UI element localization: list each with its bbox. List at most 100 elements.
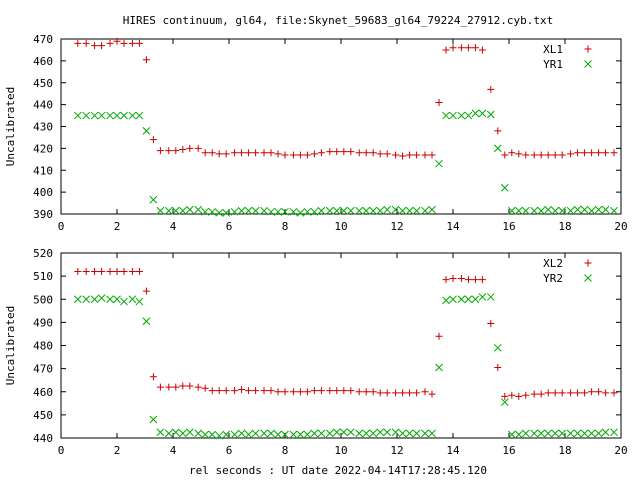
data-point-yr1 xyxy=(478,109,487,118)
data-point-yr1 xyxy=(310,207,319,216)
data-point-xl2 xyxy=(186,382,194,390)
data-point-xl1 xyxy=(567,150,575,158)
data-point-xl1 xyxy=(595,149,603,157)
data-point-yr1 xyxy=(185,205,194,214)
data-point-yr2 xyxy=(566,429,575,438)
data-point-xl2 xyxy=(595,388,603,396)
data-point-xl2 xyxy=(362,388,370,396)
legend-marker-xl2 xyxy=(584,259,592,267)
data-point-xl2 xyxy=(581,389,589,397)
data-point-xl1 xyxy=(267,149,275,157)
data-point-yr2 xyxy=(82,295,91,304)
data-point-yr2 xyxy=(156,428,165,437)
top-x-tick-label: 0 xyxy=(58,220,65,233)
data-point-yr1 xyxy=(362,206,371,215)
data-point-xl1 xyxy=(238,149,246,157)
data-point-yr2 xyxy=(391,428,400,437)
top-y-tick-label: 440 xyxy=(33,99,53,112)
data-point-xl1 xyxy=(310,150,318,158)
data-point-yr1 xyxy=(208,207,217,216)
data-point-xl1 xyxy=(156,147,164,155)
data-point-xl1 xyxy=(74,39,82,47)
data-point-xl1 xyxy=(231,149,239,157)
data-point-xl1 xyxy=(165,147,173,155)
data-point-yr1 xyxy=(442,111,450,120)
data-point-yr1 xyxy=(566,206,575,215)
data-point-yr2 xyxy=(164,429,173,438)
data-point-xl1 xyxy=(289,151,297,159)
data-point-yr2 xyxy=(289,430,298,439)
data-point-yr1 xyxy=(537,206,546,215)
data-point-yr1 xyxy=(507,206,516,215)
data-point-xl1 xyxy=(135,39,143,47)
data-point-yr1 xyxy=(493,144,502,153)
data-point-yr1 xyxy=(296,209,305,217)
data-point-yr1 xyxy=(428,205,436,214)
data-point-yr2 xyxy=(537,429,546,438)
data-point-xl2 xyxy=(544,389,552,397)
data-point-yr2 xyxy=(435,363,443,372)
data-point-yr2 xyxy=(486,293,495,301)
data-point-xl1 xyxy=(260,149,268,157)
data-point-xl2 xyxy=(106,268,114,275)
bottom-x-tick-label: 6 xyxy=(226,444,233,457)
data-point-xl1 xyxy=(602,149,610,157)
top-x-tick-label: 18 xyxy=(558,220,571,233)
data-point-xl1 xyxy=(149,136,157,144)
data-point-yr1 xyxy=(251,206,260,215)
legend-label-xl2: XL2 xyxy=(543,257,563,270)
data-point-yr2 xyxy=(601,428,610,437)
data-point-yr2 xyxy=(135,297,144,306)
data-point-xl2 xyxy=(567,389,575,397)
series-yr2 xyxy=(73,293,618,440)
legend-marker-xl1 xyxy=(584,45,592,53)
data-point-yr1 xyxy=(128,111,137,120)
bottom-x-tick-label: 10 xyxy=(334,444,347,457)
data-point-xl2 xyxy=(98,268,106,275)
data-point-xl1 xyxy=(581,149,589,157)
bottom-x-tick-label: 2 xyxy=(114,444,121,457)
data-point-xl2 xyxy=(494,363,502,371)
data-point-xl2 xyxy=(340,387,348,395)
data-point-xl1 xyxy=(252,149,260,157)
data-point-yr2 xyxy=(260,429,268,438)
data-point-xl2 xyxy=(558,389,566,397)
data-point-yr2 xyxy=(369,429,378,438)
data-point-xl1 xyxy=(442,46,450,54)
data-point-xl2 xyxy=(471,276,479,284)
data-point-xl1 xyxy=(142,56,150,64)
data-point-xl1 xyxy=(478,46,486,54)
data-point-yr2 xyxy=(201,430,210,439)
data-point-xl2 xyxy=(392,389,400,397)
top-y-tick-label: 410 xyxy=(33,164,53,177)
data-point-yr2 xyxy=(171,428,180,437)
data-point-yr1 xyxy=(558,206,567,215)
data-point-yr1 xyxy=(230,207,239,216)
data-point-yr1 xyxy=(267,207,275,216)
data-point-xl2 xyxy=(478,276,486,284)
data-point-yr2 xyxy=(558,429,567,438)
data-point-xl2 xyxy=(310,387,318,395)
data-point-yr2 xyxy=(587,429,596,438)
legend-marker-yr1 xyxy=(584,60,592,68)
legend-label-xl1: XL1 xyxy=(543,43,563,56)
data-point-xl1 xyxy=(215,150,223,158)
data-point-xl2 xyxy=(333,387,341,395)
data-point-xl2 xyxy=(215,387,223,395)
data-point-xl2 xyxy=(156,383,164,391)
data-point-yr1 xyxy=(530,206,539,215)
data-point-yr1 xyxy=(90,111,99,120)
data-point-xl1 xyxy=(194,144,202,152)
data-point-xl2 xyxy=(208,387,216,395)
data-point-xl2 xyxy=(399,389,407,397)
data-point-yr2 xyxy=(594,429,603,438)
top-y-tick-label: 470 xyxy=(33,33,53,46)
data-point-yr1 xyxy=(464,111,473,120)
bottom-y-tick-label: 520 xyxy=(33,247,53,260)
data-point-yr2 xyxy=(317,429,326,438)
data-point-xl2 xyxy=(267,387,275,395)
data-point-xl1 xyxy=(326,148,334,156)
data-point-xl2 xyxy=(296,388,304,396)
data-point-yr1 xyxy=(289,207,298,216)
data-point-yr1 xyxy=(171,206,180,215)
